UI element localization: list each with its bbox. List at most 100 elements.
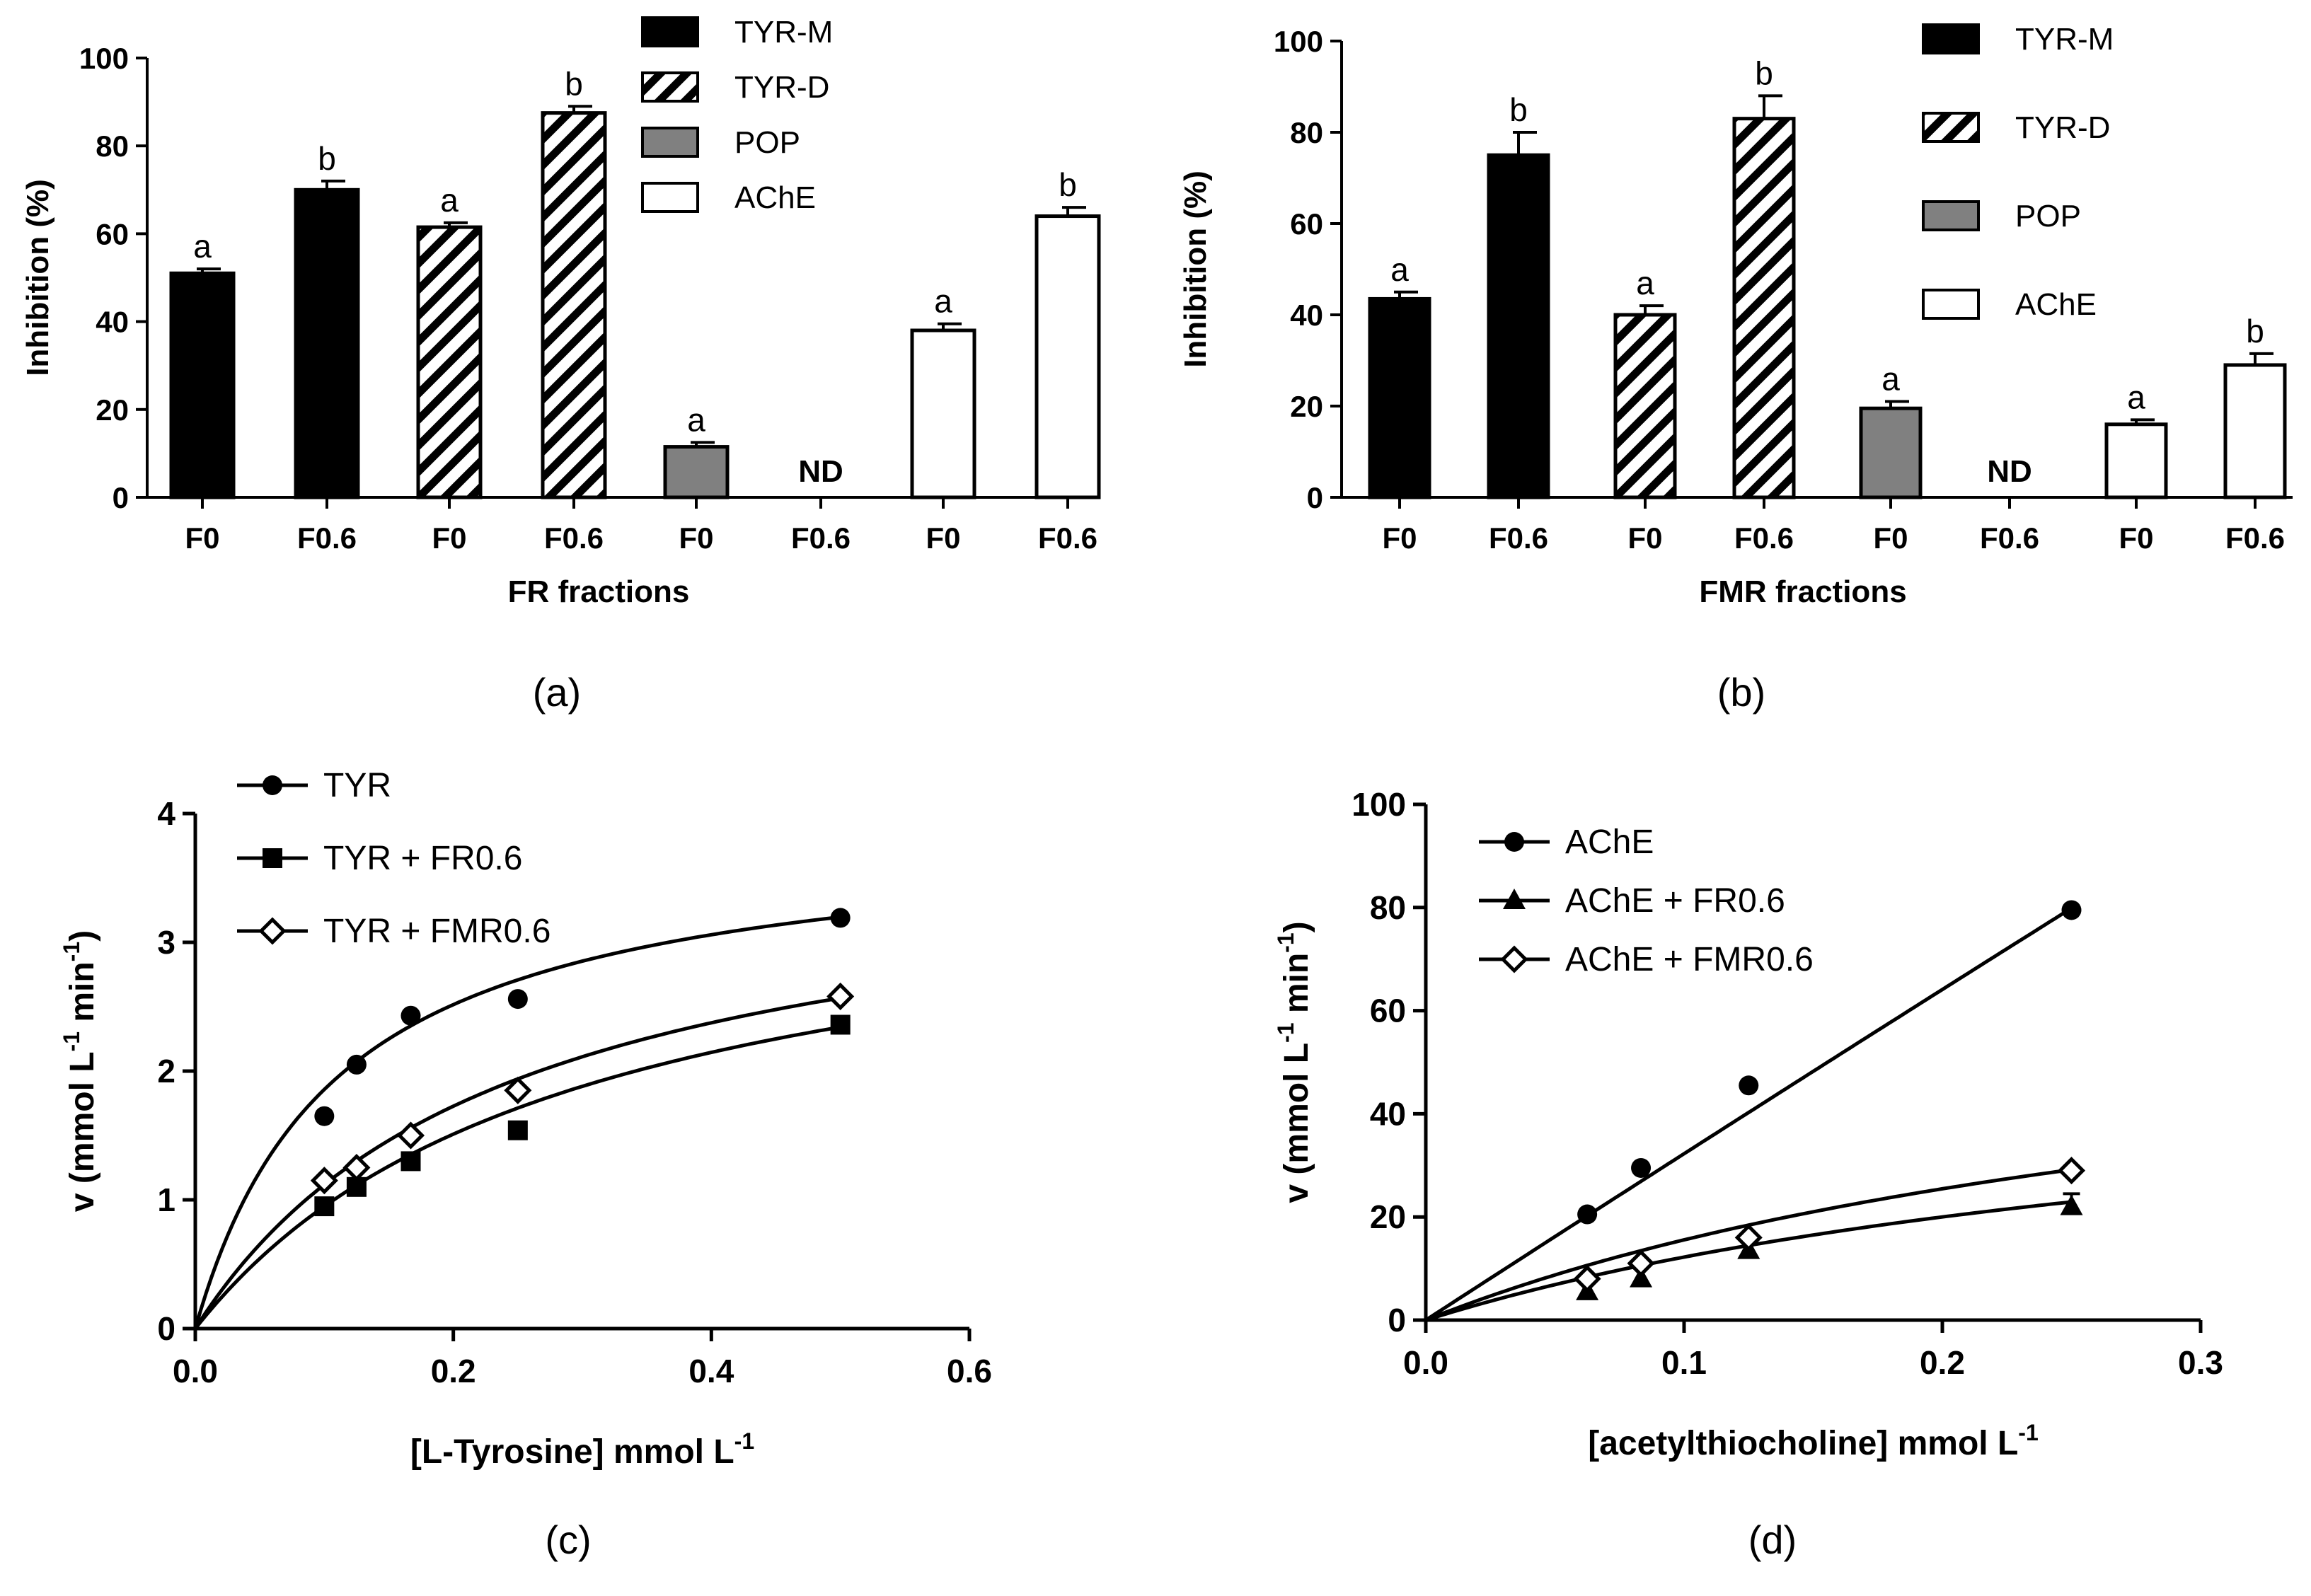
bar-tyr-d — [416, 225, 483, 499]
data-point-circle — [346, 1054, 367, 1075]
legend-swatch — [641, 182, 699, 213]
x-tick-label: F0.6 — [1038, 521, 1097, 555]
x-axis-label-text: [L-Tyrosine] mmol L — [410, 1433, 734, 1471]
y-tick-label: 3 — [157, 924, 175, 961]
data-point-circle — [314, 1106, 335, 1126]
y-tick-label: 20 — [96, 393, 129, 427]
fit-curve-0 — [193, 915, 841, 1329]
bar-ache — [910, 328, 976, 499]
legend-label: AChE + FR0.6 — [1565, 882, 1785, 920]
bar-pop — [1859, 406, 1923, 499]
y-tick-label: 100 — [1352, 786, 1406, 823]
legend-label: TYR-M — [734, 15, 833, 50]
y-tick-label: 80 — [1370, 889, 1406, 926]
significance-letter: a — [1881, 361, 1900, 398]
data-point-diamond — [504, 1076, 532, 1104]
y-tick-label: 20 — [1370, 1198, 1406, 1235]
significance-letter: b — [1509, 91, 1528, 128]
legend-swatch — [641, 16, 699, 47]
data-point-diamond — [342, 1153, 371, 1182]
x-tick-label: 0.0 — [1403, 1344, 1448, 1381]
y-axis-label-text: v (mmol L — [64, 1051, 101, 1212]
data-point-diamond — [1627, 1249, 1655, 1278]
data-point-diamond — [310, 1167, 338, 1195]
y-tick-label: 20 — [1290, 390, 1323, 423]
x-tick-label: 0.3 — [2178, 1344, 2223, 1381]
y-tick-label: 0 — [113, 481, 129, 514]
x-axis-label-superscript: -1 — [734, 1428, 754, 1454]
x-tick-label: 0.1 — [1661, 1344, 1707, 1381]
x-tick-label: F0.6 — [1980, 521, 2039, 555]
bar-tyr-d — [541, 111, 607, 499]
x-tick-label: F0 — [432, 521, 466, 555]
significance-letter: b — [565, 65, 583, 102]
y-axis-label-superscript: -1 — [1273, 1022, 1298, 1042]
fit-curve-2 — [193, 996, 841, 1330]
data-point-circle — [507, 989, 528, 1010]
x-tick-label: F0.6 — [791, 521, 851, 555]
data-point-diamond — [1573, 1265, 1601, 1293]
significance-letter: a — [687, 401, 705, 438]
y-axis-label-text: min — [64, 961, 101, 1031]
panel-label: (b) — [1717, 670, 1765, 715]
y-tick-label: 0 — [1307, 481, 1323, 514]
bar-tyr-d — [1732, 117, 1796, 499]
significance-letter: a — [193, 228, 212, 265]
y-tick-label: 4 — [157, 795, 175, 832]
y-tick-label: 80 — [1290, 116, 1323, 149]
y-axis-label-text: min — [1278, 953, 1315, 1023]
panel-d-kinetics-chart: 0 20 40 60 80 100 0.0 0.1 0.2 0.3 [acetylthiocholi… — [1273, 786, 2223, 1562]
bar-ache — [1035, 214, 1101, 499]
legend-label: AChE + FMR0.6 — [1565, 941, 1814, 978]
legend-marker-diamond — [258, 917, 287, 945]
legend-label: TYR + FMR0.6 — [323, 913, 551, 950]
x-tick-label: F0.6 — [1489, 521, 1548, 555]
bar-pop — [663, 445, 730, 499]
x-tick-label: F0.6 — [2225, 521, 2285, 555]
x-tick-label: F0.6 — [297, 521, 357, 555]
legend-swatch — [1922, 23, 1980, 54]
y-tick-label: 60 — [1370, 993, 1406, 1029]
legend-swatch — [1922, 289, 1980, 320]
y-axis-label-superscript: -1 — [1273, 932, 1298, 952]
significance-letter: a — [2127, 378, 2145, 415]
legend-marker-square — [263, 848, 282, 868]
data-point-triangle — [2060, 1194, 2083, 1215]
y-tick-label: 80 — [96, 129, 129, 163]
y-axis-label-text: v (mmol L — [1278, 1043, 1315, 1203]
panel-label: (a) — [533, 670, 581, 715]
bar-ache — [2104, 422, 2168, 499]
panel-label: (d) — [1748, 1517, 1797, 1562]
y-tick-label: 2 — [157, 1053, 175, 1089]
legend-label: TYR-D — [734, 70, 829, 105]
legend-swatch — [1922, 200, 1980, 231]
x-tick-label: F0 — [2119, 521, 2153, 555]
y-tick-label: 100 — [79, 42, 129, 75]
legend-label: TYR-D — [2015, 110, 2110, 145]
x-tick-label: 0.6 — [947, 1353, 992, 1389]
x-tick-label: 0.4 — [688, 1353, 734, 1389]
legend-label: POP — [734, 125, 800, 160]
data-point-square — [314, 1196, 335, 1217]
fit-curve-1 — [1425, 1200, 2072, 1322]
x-tick-label: F0 — [926, 521, 960, 555]
panel-a-bar-chart: 0 20 40 60 80 100 Inhibition (%) FR fractions F0… — [21, 15, 1101, 715]
legend-marker-triangle — [1503, 889, 1526, 909]
legend-swatch — [641, 71, 699, 103]
x-axis-label: FMR fractions — [1699, 574, 1906, 609]
y-axis-label: Inhibition (%) — [1178, 170, 1213, 368]
y-tick-label: 60 — [1290, 207, 1323, 241]
data-point-circle — [2061, 900, 2082, 920]
x-tick-label: 0.2 — [431, 1353, 476, 1389]
legend-marker-diamond — [1500, 945, 1528, 973]
significance-letter: a — [934, 283, 952, 320]
x-tick-label: F0 — [1873, 521, 1908, 555]
not-detected-label: ND — [1987, 454, 2032, 489]
legend-marker-circle — [263, 775, 282, 795]
y-tick-label: 40 — [1370, 1095, 1406, 1132]
x-tick-label: F0.6 — [1734, 521, 1794, 555]
data-point-square — [830, 1014, 851, 1035]
panel-b-bar-chart: 0 20 40 60 80 100 Inhibition (%) FMR fractions F… — [1178, 22, 2293, 715]
y-tick-label: 100 — [1274, 25, 1323, 58]
panel-label: (c) — [545, 1517, 591, 1562]
